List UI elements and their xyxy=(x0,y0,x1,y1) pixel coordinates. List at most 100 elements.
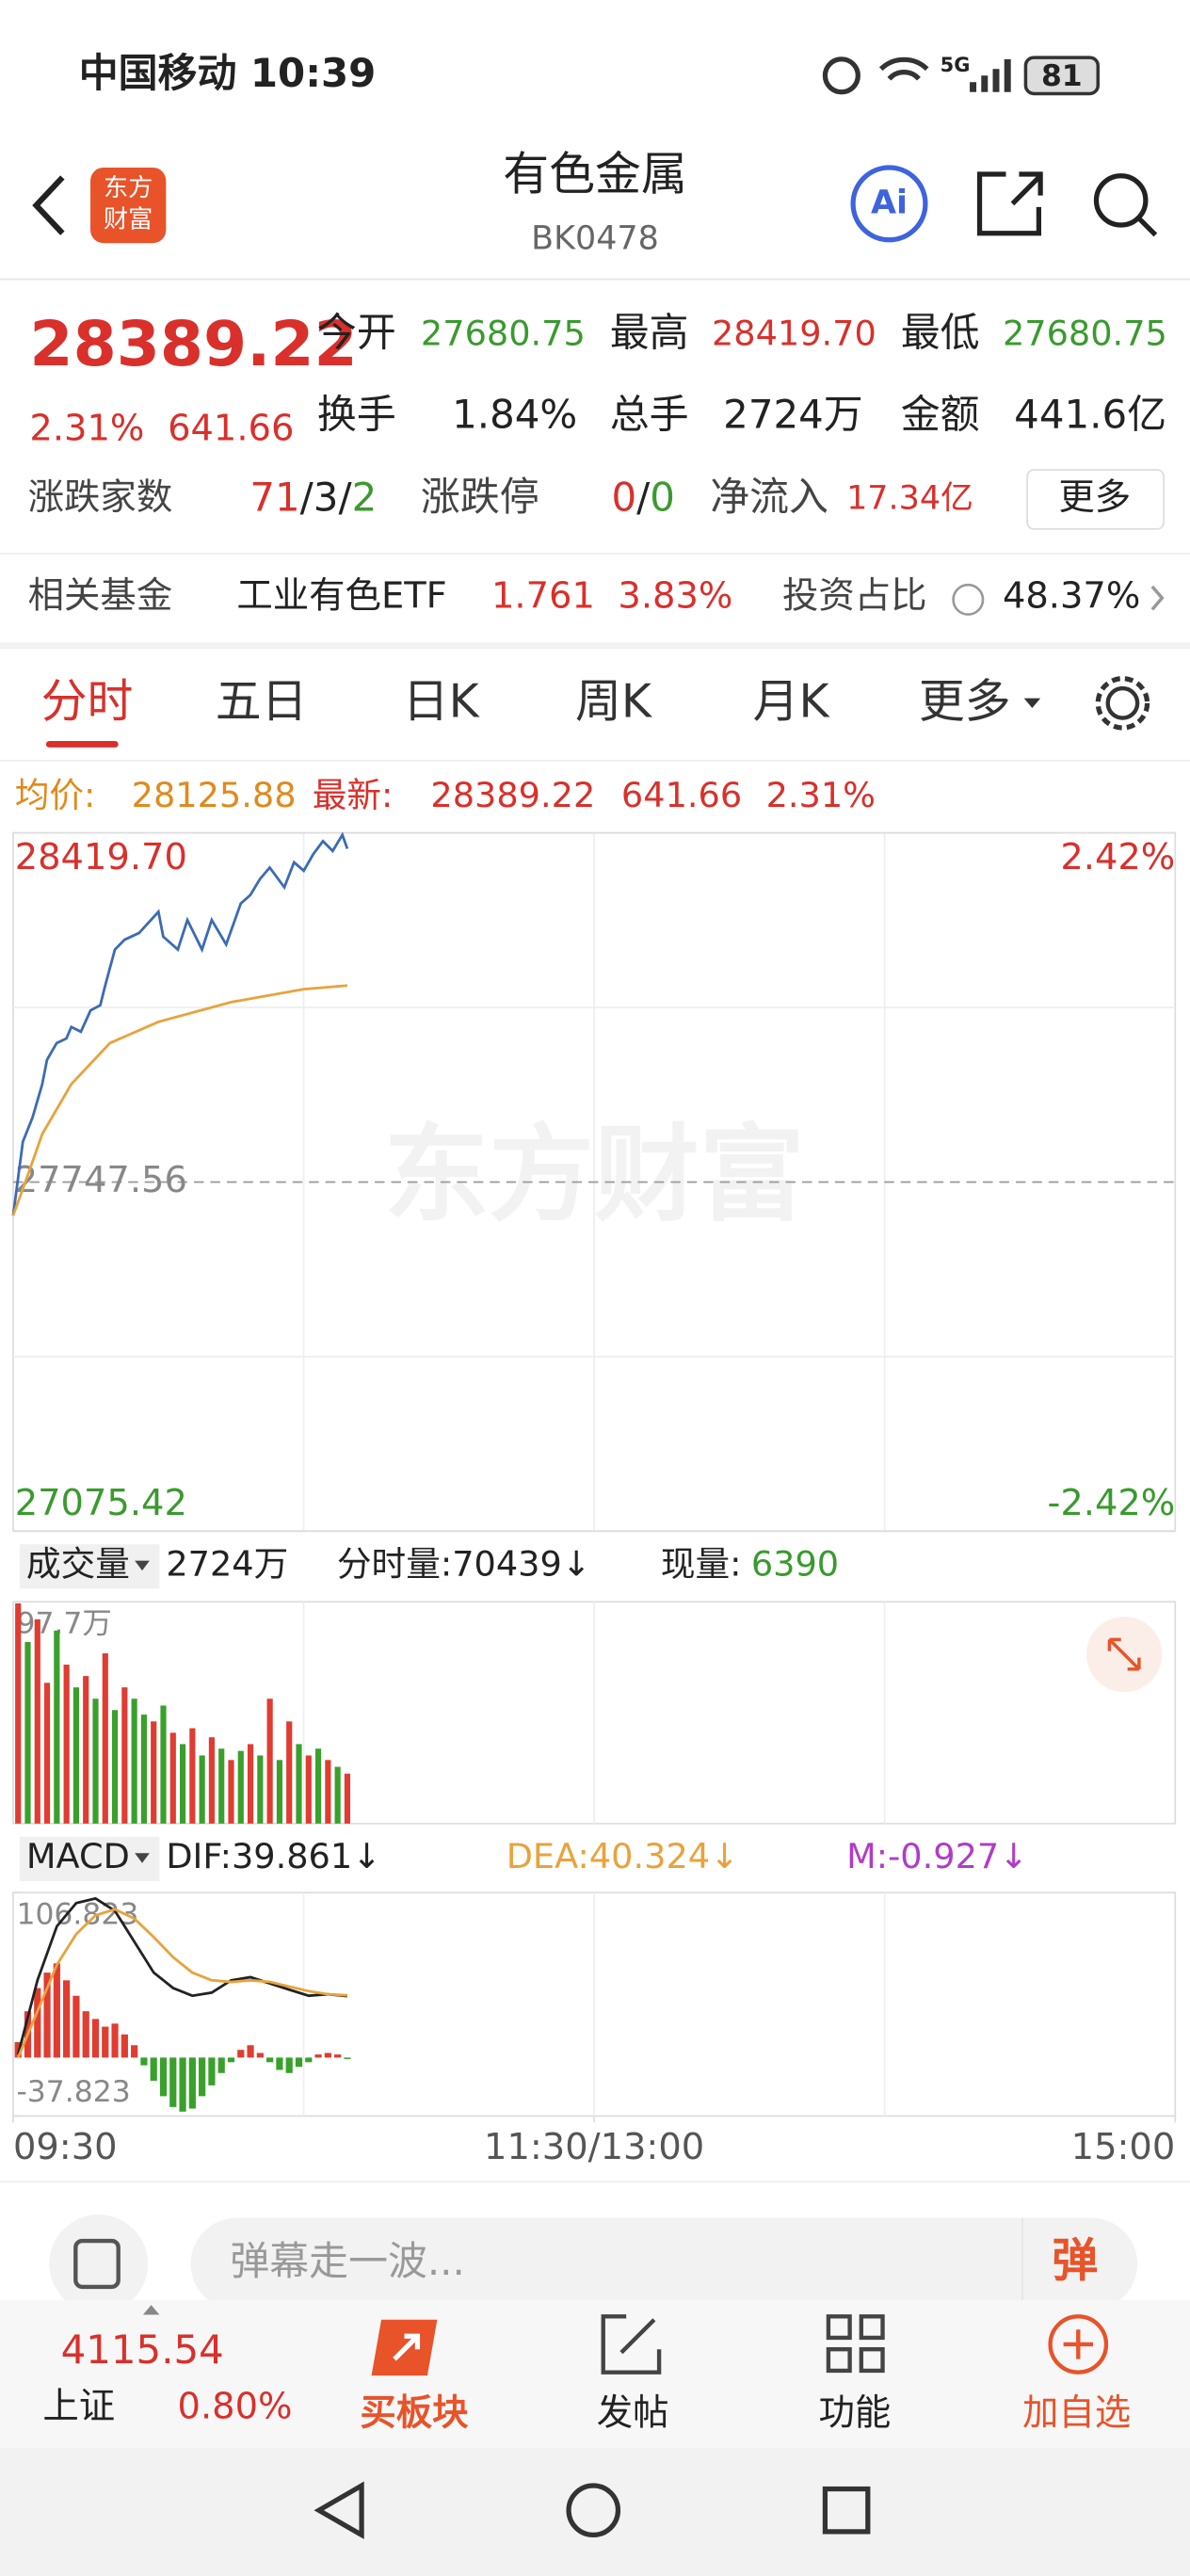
macd-bar xyxy=(227,2057,235,2063)
inflow-label: 净流入 xyxy=(710,474,828,520)
limit-up: 0 xyxy=(611,474,636,520)
separator: / xyxy=(338,474,352,520)
macd-bar xyxy=(305,2057,313,2063)
macd-selector[interactable] xyxy=(19,1836,160,1881)
down-count: 2 xyxy=(352,474,378,520)
more-button[interactable] xyxy=(1026,469,1165,530)
nav-item[interactable]: 功能 xyxy=(818,2392,891,2435)
stat-value: 27680.75 xyxy=(421,313,586,353)
average-line xyxy=(11,984,348,1216)
breadth: 71/3/2 xyxy=(249,474,377,520)
macd-bar xyxy=(285,2057,293,2073)
macd-bar xyxy=(111,2023,119,2058)
charts: 东方财富 27075.42 27747.56 28419.70 -2.42% 2.42% 9… xyxy=(11,831,1177,2168)
macd-bar xyxy=(169,2057,177,2107)
volume-bar xyxy=(228,1760,234,1824)
stat-label: 最高 xyxy=(610,309,689,355)
help-icon[interactable] xyxy=(952,583,985,616)
tab[interactable]: 日K xyxy=(403,675,481,729)
y-tick-label: 28419.70 xyxy=(15,836,187,878)
volume-bar xyxy=(140,1715,148,1824)
current-volume-label: 现量: xyxy=(661,1543,742,1584)
volume-bar xyxy=(266,1699,273,1824)
tab[interactable]: 五日 xyxy=(216,675,308,729)
index-name: 上证 xyxy=(42,2386,115,2428)
danmaku-settings[interactable] xyxy=(49,2214,149,2313)
tab[interactable]: 周K xyxy=(575,675,653,729)
volume-bar xyxy=(179,1744,186,1824)
search-button[interactable] xyxy=(1093,173,1149,228)
system-recent[interactable] xyxy=(822,2486,871,2535)
change: 641.66 xyxy=(168,408,294,450)
fund-name[interactable]: 工业有色ETF xyxy=(236,575,446,618)
macd-bar xyxy=(334,2054,342,2058)
current-volume: 6390 xyxy=(751,1543,839,1584)
y2-tick-label: -2.42% xyxy=(1047,1482,1175,1524)
comment-input[interactable] xyxy=(190,2217,1138,2310)
nav-item[interactable]: 加自选 xyxy=(1022,2392,1131,2435)
dif-line xyxy=(16,1896,348,2055)
tab-active[interactable]: 分时 xyxy=(41,675,134,729)
volume-selector[interactable] xyxy=(19,1544,160,1589)
stat-value: 1.84% xyxy=(452,392,577,438)
last: 28389.22 xyxy=(430,775,595,815)
macd-bar xyxy=(131,2045,138,2058)
volume-bar xyxy=(24,1641,31,1824)
function-icon xyxy=(826,2314,885,2374)
danmaku-button[interactable]: 弹 xyxy=(1052,2233,1098,2287)
volume-bar xyxy=(83,1676,89,1824)
ratio: 48.37% xyxy=(1003,575,1140,618)
code: BK0478 xyxy=(531,220,659,258)
macd-bar xyxy=(295,2057,303,2068)
buy-icon-arrow xyxy=(393,2333,421,2361)
stat-value: 27680.75 xyxy=(1003,313,1167,353)
search-handle xyxy=(1137,217,1158,237)
volume-bar xyxy=(121,1687,128,1824)
add-icon-plus xyxy=(1063,2329,1093,2359)
volume-bar xyxy=(111,1710,119,1824)
price: 28389.22 xyxy=(29,307,357,380)
dropdown-arrow xyxy=(135,1853,150,1863)
logo[interactable] xyxy=(90,167,167,244)
ai-label: Ai xyxy=(871,184,908,221)
nav-item[interactable]: 发帖 xyxy=(597,2392,669,2435)
ai-button[interactable] xyxy=(850,165,928,243)
volume-bar xyxy=(43,1682,51,1824)
volume-bar xyxy=(314,1748,322,1824)
tab[interactable]: 更多 xyxy=(919,675,1011,729)
last-change-pct: 2.31% xyxy=(766,775,876,815)
back-button[interactable] xyxy=(32,175,65,235)
tab[interactable]: 月K xyxy=(753,675,831,729)
up-count: 71 xyxy=(249,474,299,520)
share-button[interactable] xyxy=(976,171,1043,236)
stat-value: 2724万 xyxy=(723,392,862,438)
y-tick-label: 27747.56 xyxy=(15,1159,187,1201)
settings-button[interactable] xyxy=(1105,685,1140,720)
price-line xyxy=(11,831,349,1216)
nav-item[interactable]: 买板块 xyxy=(360,2392,469,2435)
macd-bar xyxy=(102,2026,109,2058)
volume-bar xyxy=(286,1721,293,1824)
system-back[interactable] xyxy=(314,2481,364,2539)
macd-bar xyxy=(140,2057,148,2066)
system-home[interactable] xyxy=(566,2483,621,2537)
macd-bar xyxy=(199,2057,206,2097)
volume-bar xyxy=(92,1699,99,1824)
volume-bar xyxy=(237,1750,244,1824)
stat-value: 28419.70 xyxy=(712,313,876,353)
separator: / xyxy=(300,474,314,520)
macd-bar xyxy=(72,1995,80,2058)
volume-bar xyxy=(257,1755,264,1824)
network: 5G xyxy=(941,54,971,76)
danmaku-icon xyxy=(73,2238,121,2290)
index-change: 0.80% xyxy=(178,2386,293,2428)
x-tick-label: 09:30 xyxy=(13,2126,118,2168)
bottom-nav xyxy=(0,2299,1190,2448)
volume-bar xyxy=(160,1705,167,1824)
volume-bar xyxy=(276,1760,283,1824)
macd-bar xyxy=(217,2057,225,2073)
macd-bar xyxy=(159,2057,168,2097)
tab-underline xyxy=(45,740,119,748)
index-value[interactable]: 4115.54 xyxy=(61,2326,224,2373)
stat-label: 最低 xyxy=(901,309,980,355)
